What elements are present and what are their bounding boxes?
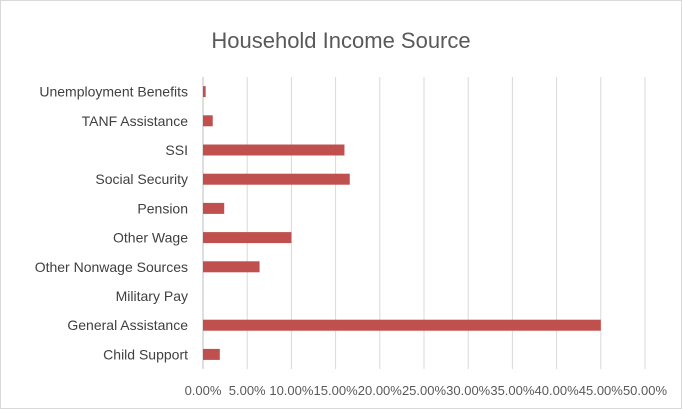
category-label: Pension: [137, 200, 188, 216]
x-tick-label: 45.00%: [579, 383, 624, 398]
x-tick-label: 30.00%: [446, 383, 491, 398]
chart-title: Household Income Source: [211, 28, 471, 53]
bar: [203, 261, 260, 273]
bar: [203, 144, 345, 156]
bar: [203, 173, 350, 185]
x-tick-label: 40.00%: [535, 383, 580, 398]
bar: [203, 86, 206, 98]
x-tick-label: 35.00%: [490, 383, 535, 398]
category-label: Other Wage: [113, 230, 188, 246]
x-tick-label: 5.00%: [229, 383, 266, 398]
category-label: SSI: [165, 142, 188, 158]
bar: [203, 232, 292, 244]
bar: [203, 115, 213, 127]
x-tick-label: 20.00%: [358, 383, 403, 398]
x-tick-label: 50.00%: [623, 383, 668, 398]
category-label: Unemployment Benefits: [39, 84, 188, 100]
bar: [203, 319, 601, 331]
category-label: Child Support: [103, 346, 188, 362]
x-tick-label: 25.00%: [402, 383, 447, 398]
category-label: Other Nonwage Sources: [35, 259, 188, 275]
bar: [203, 202, 225, 214]
bar: [203, 348, 220, 360]
category-label: General Assistance: [67, 317, 188, 333]
x-tick-label: 0.00%: [185, 383, 222, 398]
x-tick-label: 15.00%: [314, 383, 359, 398]
category-label: TANF Assistance: [82, 113, 189, 129]
category-label: Military Pay: [116, 288, 188, 304]
category-label: Social Security: [95, 171, 188, 187]
x-tick-label: 10.00%: [269, 383, 314, 398]
